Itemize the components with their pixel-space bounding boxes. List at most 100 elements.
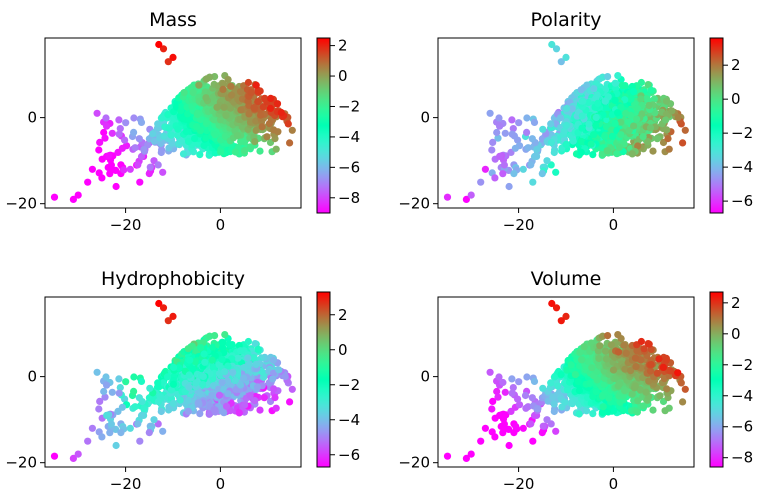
scatter-point [286, 398, 294, 406]
scatter-point [530, 152, 539, 161]
scatter-point [637, 95, 645, 103]
scatter-point [246, 392, 254, 400]
scatter-point [538, 170, 546, 178]
scatter-point [269, 375, 277, 383]
scatter-point [481, 424, 489, 432]
scatter-point [103, 411, 111, 419]
scatter-point [219, 85, 227, 93]
scatter-point [577, 137, 586, 146]
scatter-point [549, 393, 557, 401]
scatter-point [512, 423, 520, 431]
scatter-point [528, 394, 536, 402]
scatter-point [191, 358, 199, 366]
scatter-point [509, 384, 517, 392]
scatter-point [645, 101, 653, 110]
scatter-point [263, 133, 271, 141]
scatter-point [252, 126, 260, 134]
scatter-point [154, 379, 162, 387]
scatter-point [135, 394, 143, 402]
scatter-point [159, 168, 167, 176]
scatter-point [491, 174, 499, 182]
scatter-point [493, 128, 501, 137]
scatter-point [550, 400, 558, 408]
scatter-point [494, 393, 502, 401]
scatter-point [538, 429, 546, 437]
scatter-point [130, 373, 138, 381]
scatter-point [269, 356, 277, 364]
scatter-point [462, 195, 470, 203]
colorbar-tick-label: 2 [338, 37, 348, 55]
scatter-point [614, 72, 622, 80]
scatter-point [229, 368, 237, 376]
scatter-point [622, 109, 630, 117]
scatter-point [88, 424, 96, 432]
scatter-point [158, 113, 166, 121]
colorbar-tick-label: −2 [731, 124, 753, 142]
scatter-point [668, 107, 676, 115]
scatter-point [210, 116, 218, 124]
scatter-point [613, 150, 621, 158]
scatter-point [674, 113, 682, 122]
x-tick-label: −20 [110, 475, 142, 493]
scatter-point [170, 363, 178, 371]
scatter-point [515, 401, 524, 409]
scatter-point [495, 114, 503, 122]
scatter-point [220, 409, 228, 417]
scatter-point [508, 130, 516, 138]
scatter-point [112, 441, 120, 450]
scatter-point [560, 127, 568, 135]
scatter-point [477, 437, 485, 445]
scatter-point [273, 100, 282, 108]
scatter-point [491, 433, 499, 441]
scatter-point [202, 134, 210, 142]
scatter-point [84, 437, 92, 445]
scatter-point [496, 152, 504, 160]
scatter-point [184, 137, 193, 146]
scatter-point [627, 95, 635, 103]
scatter-point [501, 129, 509, 137]
colorbar-tick-label: −8 [338, 189, 360, 207]
scatter-point [159, 304, 168, 312]
scatter-point [150, 137, 158, 145]
scatter-point [185, 371, 193, 379]
scatter-point [602, 104, 610, 112]
scatter-point [88, 165, 96, 173]
scatter-point [633, 115, 641, 123]
scatter-point [246, 143, 255, 151]
scatter-point [481, 165, 489, 173]
scatter-point [93, 109, 101, 117]
scatter-point [582, 407, 591, 415]
scatter-point [235, 409, 243, 417]
scatter-point [552, 427, 560, 435]
scatter-point [523, 373, 531, 381]
scatter-point [647, 86, 655, 94]
scatter-point [288, 385, 296, 393]
scatter-points [443, 299, 689, 462]
scatter-point [146, 163, 154, 171]
scatter-point [134, 420, 142, 428]
scatter-point [489, 138, 497, 146]
scatter-point [611, 79, 619, 87]
scatter-point [467, 450, 475, 458]
colorbar-tick-label: −2 [338, 97, 360, 115]
colorbar-tick-label: −6 [338, 158, 360, 176]
scatter-point [575, 410, 583, 418]
scatter-point [524, 403, 532, 411]
scatter-point [224, 377, 232, 385]
scatter-point [574, 378, 582, 386]
scatter-point [93, 368, 101, 376]
scatter-point [496, 411, 504, 419]
scatter-point [539, 422, 547, 430]
scatter-point [505, 182, 513, 191]
scatter-point [681, 126, 689, 134]
scatter-point [169, 380, 177, 388]
scatter-point [95, 405, 103, 413]
scatter-point [237, 347, 245, 355]
scatter-point [251, 138, 259, 146]
scatter-point [221, 368, 229, 376]
scatter-point [184, 110, 192, 118]
